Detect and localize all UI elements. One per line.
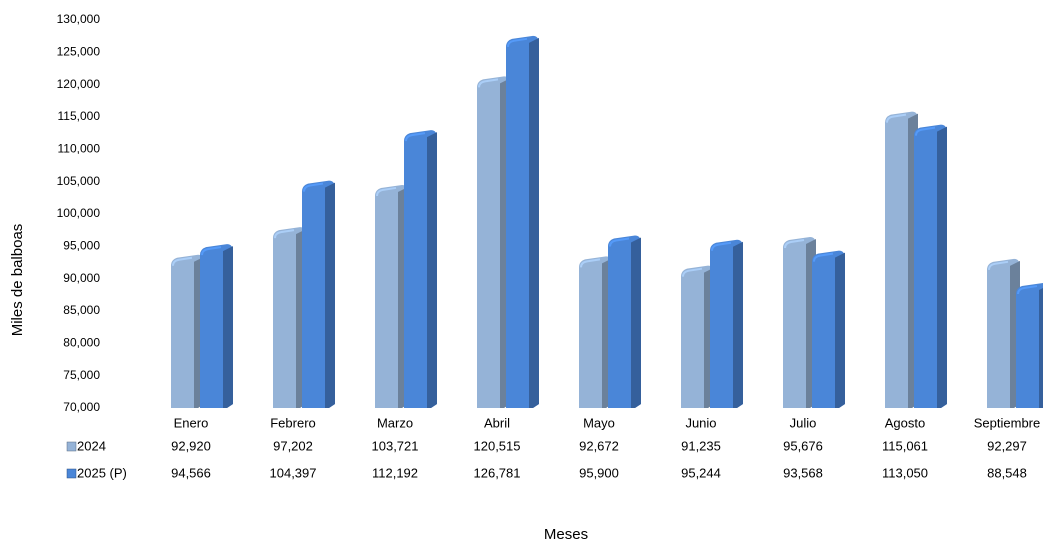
- y-tick-label: 70,000: [63, 400, 100, 414]
- bar-side: [835, 252, 845, 408]
- x-tick-label: Enero: [174, 415, 209, 430]
- x-tick-label: Marzo: [377, 415, 413, 430]
- y-tick-label: 95,000: [63, 239, 100, 253]
- y-tick-label: 120,000: [57, 77, 101, 91]
- table-value: 92,672: [579, 438, 619, 453]
- bar-highlight: [1017, 285, 1038, 295]
- bar-side: [733, 241, 743, 408]
- table-value: 104,397: [270, 465, 317, 480]
- table-value: 93,568: [783, 465, 823, 480]
- table-value: 94,566: [171, 465, 211, 480]
- legend-swatch: [66, 468, 77, 479]
- legend-label: 2025 (P): [77, 465, 127, 480]
- legend-swatch: [66, 441, 77, 452]
- bar-highlight: [405, 132, 426, 142]
- table-value: 97,202: [273, 438, 313, 453]
- bar-side: [325, 182, 335, 408]
- bar-highlight: [507, 37, 528, 47]
- table-value: 88,548: [987, 465, 1027, 480]
- bar-highlight: [682, 267, 703, 277]
- bar-highlight: [886, 113, 907, 123]
- table-value: 120,515: [474, 438, 521, 453]
- bar: [1016, 283, 1043, 408]
- table-value: 92,297: [987, 438, 1027, 453]
- bar-highlight: [172, 256, 193, 266]
- table-value: 103,721: [372, 438, 419, 453]
- x-tick-label: Septiembre: [974, 415, 1040, 430]
- bar-highlight: [915, 126, 936, 136]
- x-tick-label: Mayo: [583, 415, 615, 430]
- y-axis-title: Miles de balboas: [9, 224, 26, 337]
- table-value: 115,061: [882, 438, 928, 453]
- bar-highlight: [813, 252, 834, 262]
- bar-highlight: [201, 246, 222, 256]
- bar-highlight: [609, 237, 630, 247]
- bar-highlight: [580, 258, 601, 268]
- x-tick-label: Julio: [790, 415, 817, 430]
- table-value: 91,235: [681, 438, 721, 453]
- bar-side: [427, 132, 437, 409]
- table-value: 95,244: [681, 465, 721, 480]
- bar-highlight: [274, 229, 295, 239]
- x-tick-label: Agosto: [885, 415, 925, 430]
- bar-side: [529, 37, 539, 409]
- bar-highlight: [303, 182, 324, 192]
- x-tick-label: Febrero: [270, 415, 316, 430]
- y-tick-label: 85,000: [63, 303, 100, 317]
- x-tick-label: Junio: [685, 415, 716, 430]
- bar-side: [223, 246, 233, 408]
- bar-highlight: [376, 186, 397, 197]
- y-tick-label: 90,000: [63, 271, 100, 285]
- bar-highlight: [711, 241, 732, 251]
- bar-side: [631, 237, 641, 408]
- y-tick-label: 105,000: [57, 174, 101, 188]
- y-tick-label: 130,000: [57, 12, 101, 26]
- table-value: 92,920: [171, 438, 211, 453]
- y-tick-label: 110,000: [58, 142, 101, 156]
- table-value: 126,781: [474, 465, 521, 480]
- bar-side: [1039, 288, 1043, 408]
- y-tick-label: 115,000: [58, 109, 101, 123]
- bar-highlight: [478, 78, 499, 88]
- legend-label: 2024: [77, 438, 106, 453]
- x-tick-label: Abril: [484, 415, 510, 430]
- table-value: 112,192: [372, 465, 418, 480]
- y-tick-label: 125,000: [57, 45, 101, 59]
- y-tick-label: 80,000: [63, 336, 100, 350]
- bar-highlight: [988, 260, 1009, 270]
- y-tick-label: 75,000: [63, 368, 100, 382]
- table-value: 113,050: [882, 465, 928, 480]
- y-tick-label: 100,000: [57, 206, 101, 220]
- table-value: 95,900: [579, 465, 619, 480]
- bar-highlight: [784, 238, 805, 249]
- x-axis-title: Meses: [544, 526, 588, 543]
- bar-side: [937, 126, 947, 409]
- table-value: 95,676: [783, 438, 823, 453]
